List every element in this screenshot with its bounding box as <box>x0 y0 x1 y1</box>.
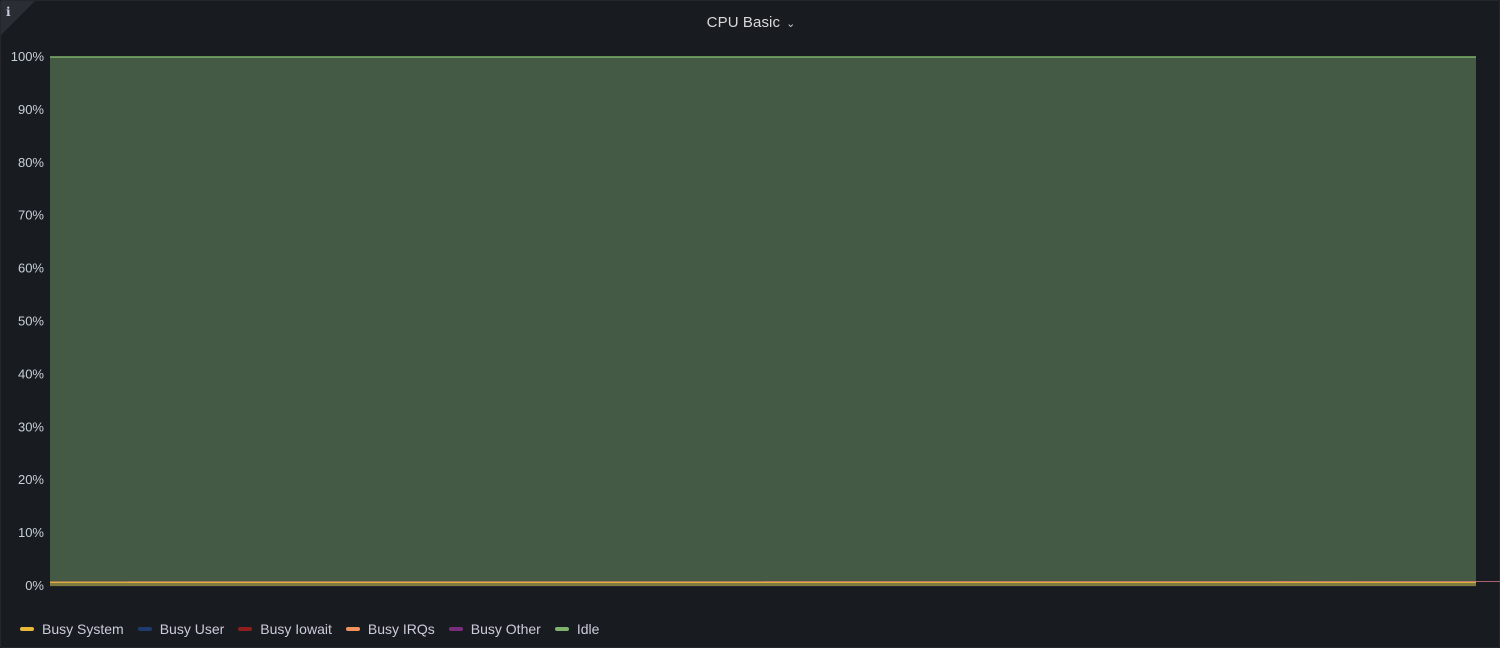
legend-item[interactable]: Busy User <box>137 621 225 637</box>
busy-system-area <box>50 582 1476 586</box>
legend-item[interactable]: Busy Other <box>448 621 541 637</box>
legend-swatch <box>20 627 34 631</box>
legend-swatch <box>238 627 253 631</box>
y-tick-label: 90% <box>18 102 44 117</box>
legend-label: Busy System <box>42 621 124 637</box>
info-icon[interactable]: i <box>6 5 11 19</box>
y-tick-label: 0% <box>25 578 44 593</box>
panel-header[interactable]: CPU Basic ⌄ <box>1 10 1500 34</box>
legend-swatch <box>554 627 569 631</box>
legend-item[interactable]: Busy IRQs <box>345 621 435 637</box>
idle-area <box>50 57 1476 586</box>
legend-label: Busy IRQs <box>367 621 435 637</box>
y-tick-label: 70% <box>18 208 44 223</box>
legend-item[interactable]: Busy System <box>20 621 124 637</box>
panel-title[interactable]: CPU Basic <box>706 13 781 31</box>
chevron-down-icon[interactable]: ⌄ <box>786 17 796 30</box>
y-tick-label: 10% <box>18 525 44 540</box>
legend-swatch <box>448 627 463 631</box>
legend-item[interactable]: Busy Iowait <box>238 621 332 637</box>
legend-item[interactable]: Idle <box>554 621 600 637</box>
info-corner[interactable] <box>1 1 35 35</box>
y-axis-ticks: 0% 10% 20% 30% 40% 50% 60% 70% 80% 90% 100% <box>11 49 45 593</box>
legend-label: Busy Iowait <box>260 621 332 637</box>
legend-label: Idle <box>576 621 600 637</box>
y-tick-label: 40% <box>18 366 44 381</box>
y-tick-label: 30% <box>18 419 44 434</box>
y-tick-label: 80% <box>18 155 44 170</box>
y-tick-label: 100% <box>11 49 45 64</box>
legend-label: Busy Other <box>470 621 541 637</box>
legend-swatch <box>345 627 360 631</box>
y-tick-label: 20% <box>18 472 44 487</box>
legend-swatch <box>137 627 152 631</box>
y-tick-label: 50% <box>18 314 44 329</box>
y-tick-label: 60% <box>18 261 44 276</box>
legend-label: Busy User <box>159 621 225 637</box>
legend: Busy System Busy User Busy Iowait Busy IRQs… <box>20 619 599 639</box>
chart-areas <box>49 56 1500 586</box>
